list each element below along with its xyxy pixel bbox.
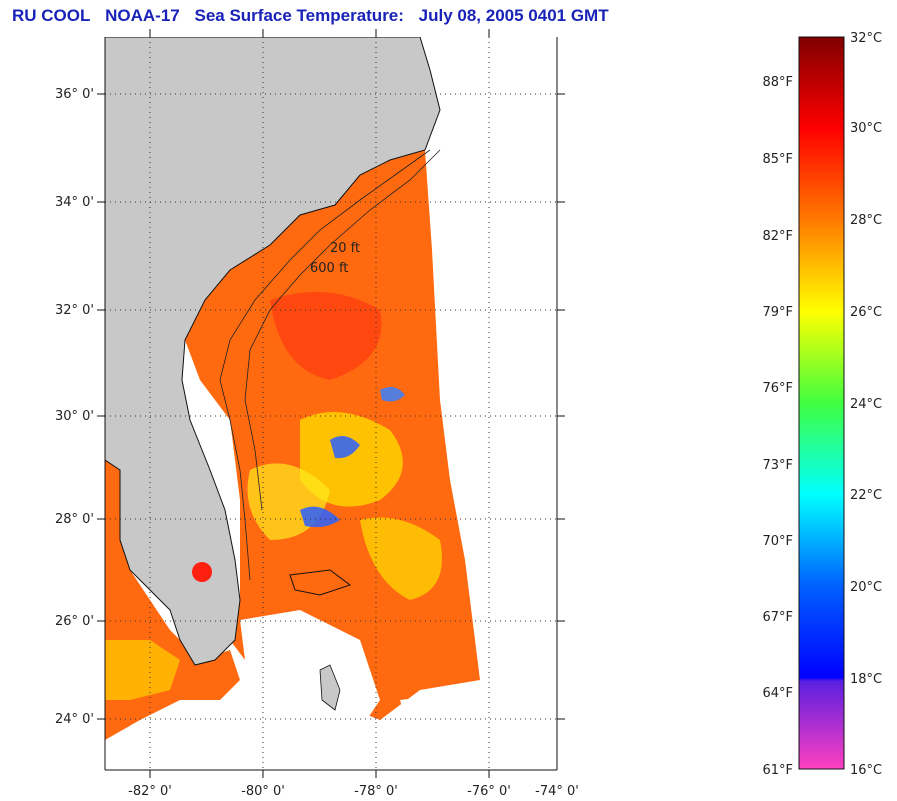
title-source: RU COOL	[12, 6, 91, 25]
lon-label: -74° 0'	[535, 784, 579, 799]
contour-label: 20 ft	[330, 241, 360, 256]
axis-ticks	[97, 29, 565, 778]
colorbar	[798, 36, 845, 770]
colorbar-fahrenheit-label: 70°F	[762, 534, 793, 549]
lat-label: 32° 0'	[55, 303, 94, 318]
cloud-mask	[230, 610, 380, 770]
lat-label: 26° 0'	[55, 614, 94, 629]
colorbar-celsius-label: 30°C	[850, 121, 882, 136]
sst-hot-patch	[270, 292, 382, 380]
colorbar-fahrenheit-label: 85°F	[762, 152, 793, 167]
colorbar-celsius-label: 26°C	[850, 305, 882, 320]
contour-label: 600 ft	[310, 261, 348, 276]
colorbar-celsius-label: 16°C	[850, 763, 882, 778]
title-product: Sea Surface Temperature:	[194, 6, 404, 25]
lat-label: 24° 0'	[55, 712, 94, 727]
colorbar-celsius-label: 20°C	[850, 580, 882, 595]
cloud-mask	[400, 690, 557, 770]
colorbar-fahrenheit-label: 82°F	[762, 229, 793, 244]
title-date: July 08, 2005 0401 GMT	[418, 6, 609, 25]
colorbar-fahrenheit-label: 61°F	[762, 763, 793, 778]
colorbar-fahrenheit-label: 76°F	[762, 381, 793, 396]
land-us	[105, 37, 441, 666]
lat-label: 30° 0'	[55, 409, 94, 424]
graticule	[105, 37, 557, 770]
lon-label: -80° 0'	[241, 784, 285, 799]
title-satellite: NOAA-17	[105, 6, 180, 25]
sst-cool-patch	[300, 506, 340, 528]
bahamas-island	[319, 664, 341, 711]
sst-cool-patch	[330, 436, 360, 459]
colorbar-fahrenheit-label: 67°F	[762, 610, 793, 625]
colorbar-celsius-label: 18°C	[850, 672, 882, 687]
sst-warm-patch	[360, 517, 442, 600]
sst-warm-patch	[300, 412, 403, 507]
depth-contour	[244, 149, 441, 511]
colorbar-celsius-label: 32°C	[850, 31, 882, 46]
lat-label: 28° 0'	[55, 512, 94, 527]
lat-label: 34° 0'	[55, 195, 94, 210]
lon-label: -76° 0'	[467, 784, 511, 799]
cloud-mask	[105, 720, 240, 770]
lat-label: 36° 0'	[55, 87, 94, 102]
sst-cool-patch	[380, 386, 405, 402]
colorbar-fahrenheit-label: 64°F	[762, 686, 793, 701]
lake-okeechobee	[192, 562, 212, 582]
lon-label: -82° 0'	[128, 784, 172, 799]
bahamas-island	[289, 569, 352, 596]
colorbar-fahrenheit-label: 79°F	[762, 305, 793, 320]
colorbar-fahrenheit-label: 73°F	[762, 458, 793, 473]
colorbar-fahrenheit-label: 88°F	[762, 75, 793, 90]
colorbar-celsius-label: 24°C	[850, 397, 882, 412]
lon-label: -78° 0'	[354, 784, 398, 799]
depth-contour	[219, 149, 431, 581]
gulf-sst-yellow	[105, 640, 180, 700]
page-title: RU COOL NOAA-17 Sea Surface Temperature:…	[12, 6, 619, 26]
colorbar-celsius-label: 28°C	[850, 213, 882, 228]
colorbar-celsius-label: 22°C	[850, 488, 882, 503]
